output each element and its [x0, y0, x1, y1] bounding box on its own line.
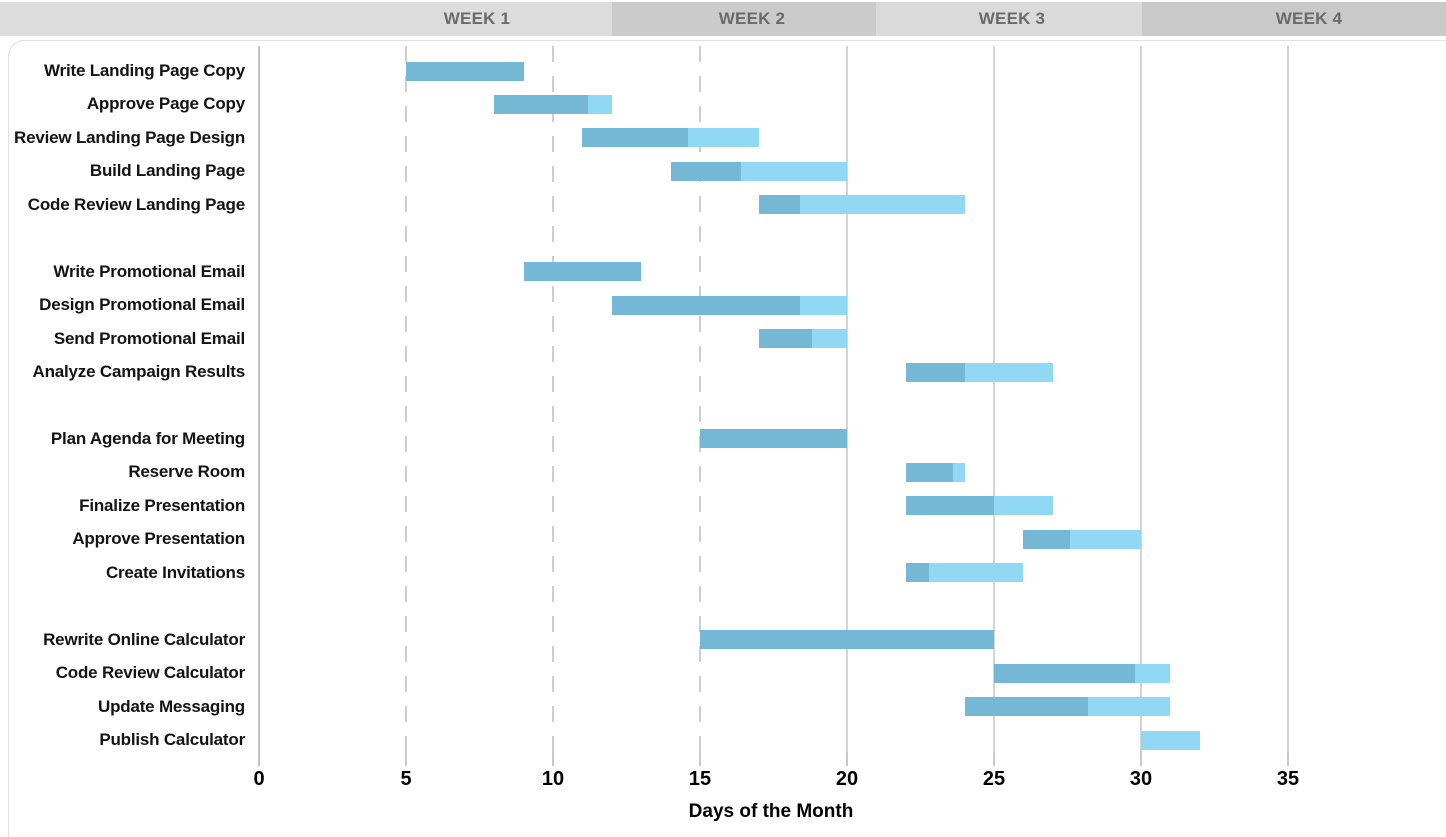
task-bar	[700, 429, 847, 449]
task-bar	[582, 128, 759, 148]
week-label-3: WEEK 3	[978, 9, 1046, 28]
task-bar	[905, 496, 1053, 516]
task-bar-progress	[1023, 529, 1071, 549]
task-bar-progress	[670, 161, 742, 181]
x-tick-label-20: 20	[835, 768, 859, 790]
task-bar	[994, 663, 1171, 683]
task-bar	[964, 697, 1171, 717]
task-label: Send Promotional Email	[53, 328, 245, 348]
task-bar-progress	[964, 697, 1089, 717]
gridline-day-5	[405, 46, 407, 752]
task-label: Design Promotional Email	[39, 295, 245, 315]
week-label-1: WEEK 1	[443, 9, 511, 28]
gridline-day-25	[993, 46, 995, 752]
x-tick-label-5: 5	[400, 768, 412, 790]
task-bar-progress	[994, 663, 1136, 683]
task-label: Analyze Campaign Results	[32, 362, 246, 382]
task-label: Write Promotional Email	[53, 261, 245, 281]
task-label: Rewrite Online Calculator	[43, 629, 245, 649]
x-tick-label-35: 35	[1276, 768, 1300, 790]
task-label: Approve Presentation	[72, 529, 245, 549]
x-tickmark-5	[405, 752, 407, 766]
task-bar	[406, 61, 524, 81]
week-band-3	[876, 2, 1142, 36]
task-label: Finalize Presentation	[79, 495, 245, 515]
x-tick-label-15: 15	[688, 768, 712, 790]
task-bar-progress	[582, 128, 689, 148]
task-bar	[758, 329, 847, 349]
task-label: Review Landing Page Design	[14, 127, 245, 147]
x-tick-label-0: 0	[253, 768, 265, 790]
x-tickmark-10	[552, 752, 554, 766]
week-label-4: WEEK 4	[1275, 9, 1343, 28]
task-bar	[494, 94, 612, 114]
task-bar-progress	[494, 94, 589, 114]
gridline-day-20	[846, 46, 848, 752]
task-bar	[523, 262, 642, 282]
week-band-1	[0, 2, 612, 36]
task-label: Build Landing Page	[89, 161, 245, 181]
x-tickmark-30	[1140, 752, 1142, 766]
task-label: Publish Calculator	[99, 730, 245, 749]
task-label: Code Review Landing Page	[27, 194, 245, 214]
week-band-4	[1142, 2, 1446, 36]
task-bar	[758, 195, 965, 215]
task-bar-progress	[905, 496, 994, 516]
x-axis-title: Days of the Month	[688, 801, 854, 822]
week-label-2: WEEK 2	[718, 9, 786, 28]
x-tick-label-25: 25	[982, 768, 1006, 790]
task-bar	[611, 295, 847, 315]
gridline-day-30	[1140, 46, 1142, 752]
task-bar-progress	[611, 295, 800, 315]
task-bar-progress	[905, 362, 965, 382]
gridline-day-35	[1287, 46, 1289, 752]
task-bar-progress	[700, 429, 847, 449]
task-bar	[1023, 529, 1141, 549]
task-bar	[670, 161, 847, 181]
task-label: Create Invitations	[105, 562, 245, 582]
x-tickmark-15	[699, 752, 701, 766]
x-tickmark-35	[1287, 752, 1289, 766]
task-bar	[905, 462, 965, 482]
task-bar-progress	[905, 462, 953, 482]
task-bar	[700, 630, 994, 650]
week-band-2	[612, 2, 876, 36]
task-bar	[905, 362, 1053, 382]
task-label: Update Messaging	[98, 696, 245, 716]
task-label: Write Landing Page Copy	[44, 61, 245, 80]
task-bar-progress	[905, 563, 930, 583]
task-label: Plan Agenda for Meeting	[50, 428, 245, 448]
task-bar-progress	[758, 195, 800, 215]
gridline-day-10	[552, 46, 554, 752]
task-bar-progress	[523, 262, 642, 282]
x-tick-label-10: 10	[541, 768, 565, 790]
task-label: Code Review Calculator	[55, 663, 245, 683]
y-axis-line	[258, 46, 260, 766]
task-bar	[905, 563, 1024, 583]
gridline-day-15	[699, 46, 701, 752]
task-bar-progress	[758, 329, 812, 349]
x-tick-label-30: 30	[1129, 768, 1153, 790]
task-label: Approve Page Copy	[86, 94, 245, 114]
x-tickmark-20	[846, 752, 848, 766]
x-tickmark-25	[993, 752, 995, 766]
task-bar-progress	[406, 61, 524, 81]
task-bar	[1141, 730, 1200, 750]
task-bar-progress	[700, 630, 994, 650]
task-label: Reserve Room	[128, 462, 245, 482]
